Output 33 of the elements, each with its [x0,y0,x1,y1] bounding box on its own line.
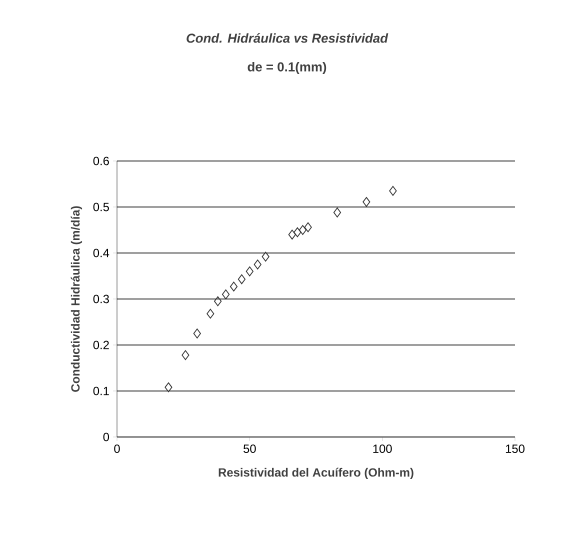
x-axis-title: Resistividad del Acuífero (Ohm-m) [218,468,414,480]
point [294,227,302,238]
x-tick-label: 50 [244,444,256,453]
y-tick-label: 0 [103,432,110,442]
x-tick-label: 100 [373,444,392,453]
y-tick-label: 0.1 [93,386,109,396]
point [206,308,214,319]
y-tick-label: 0.4 [93,248,110,258]
x-tick-label: 0 [114,444,120,453]
y-tick-label: 0.2 [93,340,109,350]
y-tick-label: 0.6 [93,156,109,166]
y-tick-label: 0.5 [93,202,109,212]
point [246,266,254,276]
point [214,296,222,306]
point [222,289,230,300]
point [304,222,312,232]
point [333,208,342,218]
chart-title: Cond. Hidráulica vs Resistividad [186,33,388,43]
point [164,382,172,392]
point [298,225,307,235]
point [254,260,262,270]
point [288,230,296,240]
chart-subtitle: de = 0.1(mm) [248,62,326,74]
point [389,186,397,196]
x-tick-label: 150 [506,444,525,453]
point [230,282,238,292]
point [362,196,370,207]
point [193,328,201,338]
y-tick-label: 0.3 [93,294,109,304]
point [238,274,246,284]
y-axis-title: Conductividad Hidráulica (m/día) [70,206,82,392]
point [182,350,190,360]
point [262,252,270,262]
